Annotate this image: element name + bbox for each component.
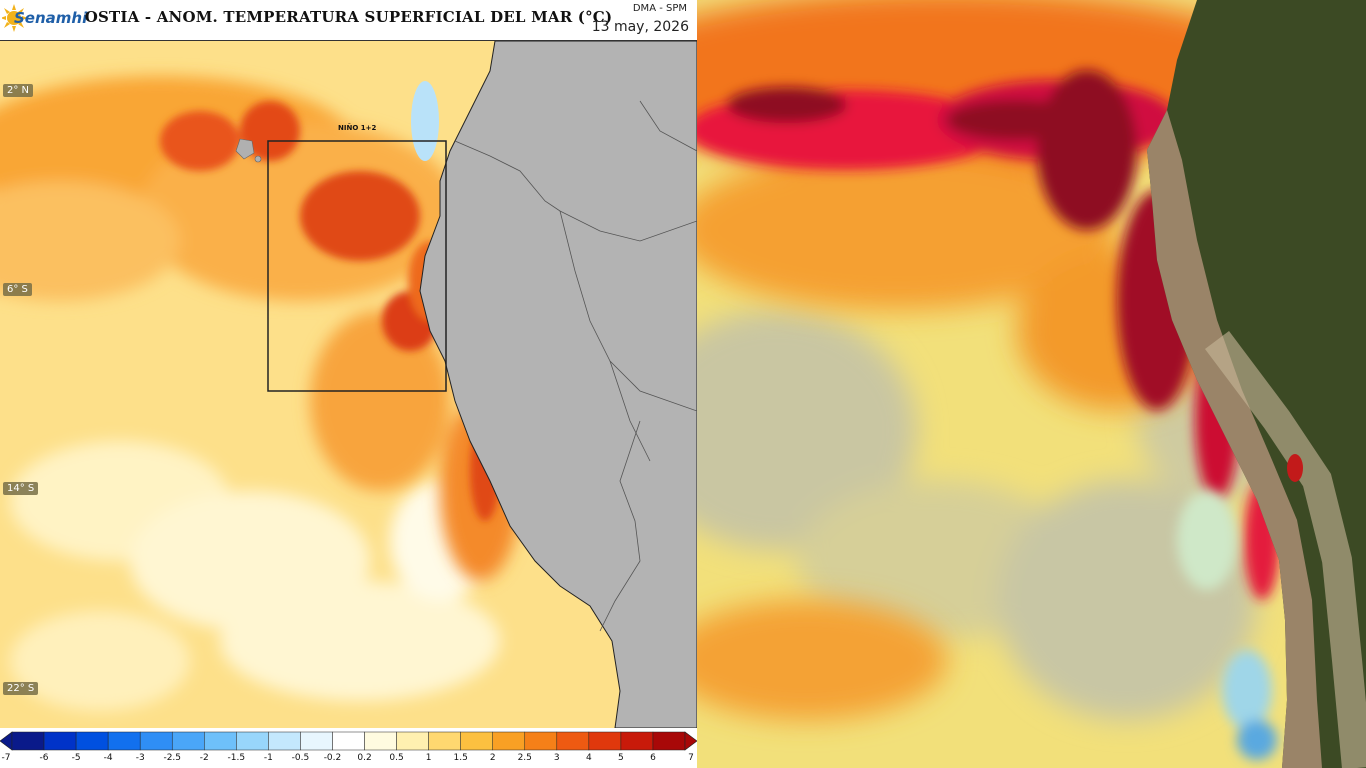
country-borders bbox=[454, 100, 697, 632]
colorbar-tick-label: -2 bbox=[199, 753, 209, 763]
colorbar-tick-label: 7 bbox=[688, 753, 694, 763]
colorbar-segment bbox=[107, 731, 141, 751]
sst-anomaly-panel: Senamhi OSTIA - ANOM. TEMPERATURA SUPERF… bbox=[0, 2, 697, 768]
colorbar-right-arrow bbox=[684, 731, 697, 751]
date-label: 13 may, 2026 bbox=[591, 19, 689, 35]
colorbar-segment bbox=[556, 731, 590, 751]
colorbar-tick-label: 3 bbox=[553, 753, 560, 763]
colorbar-segment bbox=[396, 731, 429, 751]
colorbar-ticks: -7 -6 -5 -4 -3 -2.5 -2 -1.5 -1 -0.5 -0.2 0.2 0.5 1 1.5… bbox=[0, 752, 697, 768]
lat-label-2n: 2° N bbox=[3, 84, 34, 97]
colorbar-segment bbox=[460, 731, 493, 751]
colorbar-tick-label: 0.2 bbox=[357, 753, 372, 763]
colorbar-segment bbox=[11, 731, 45, 751]
colorbar-tick-label: 4 bbox=[585, 753, 592, 763]
senamhi-logo: Senamhi bbox=[0, 2, 87, 38]
colorbar-tick-label: 1.5 bbox=[453, 753, 468, 763]
nino-region-box bbox=[267, 140, 447, 392]
colorbar-segment bbox=[332, 731, 365, 751]
colorbar-segment bbox=[236, 731, 269, 751]
colorbar-tick-label: 2.5 bbox=[517, 753, 532, 763]
colorbar-segment bbox=[268, 731, 301, 751]
south-america-land bbox=[419, 41, 697, 728]
colorbar-tick-label: -3 bbox=[135, 753, 145, 763]
colorbar-segment bbox=[652, 731, 686, 751]
coastal-desert bbox=[1147, 110, 1322, 768]
satellite-cool-patches bbox=[1177, 490, 1277, 760]
galapagos-islands bbox=[235, 138, 262, 163]
colorbar-segment bbox=[139, 731, 173, 751]
lat-label-14s: 14° S bbox=[3, 482, 39, 495]
colorbar-segment bbox=[428, 731, 461, 751]
colorbar-segment bbox=[620, 731, 654, 751]
colorbar-tick-label: -7 bbox=[1, 753, 11, 763]
colorbar-segment bbox=[300, 731, 333, 751]
andes-highlands bbox=[1205, 331, 1366, 768]
colorbar-segment bbox=[171, 731, 205, 751]
colorbar-segment bbox=[588, 731, 622, 751]
pale-anomaly-areas bbox=[10, 441, 500, 711]
colorbar-tick-label: -5 bbox=[71, 753, 81, 763]
colorbar-segment bbox=[364, 731, 397, 751]
colorbar-segment bbox=[204, 731, 237, 751]
colorbar-tick-label: 5 bbox=[618, 753, 624, 763]
colorbar-tick-label: -2.5 bbox=[163, 753, 182, 763]
colorbar-segment bbox=[43, 731, 77, 751]
logo-text: Senamhi bbox=[14, 9, 88, 27]
colorbar-tick-label: -0.5 bbox=[291, 753, 310, 763]
colorbar-tick-label: 2 bbox=[489, 753, 496, 763]
colorbar-tick-label: -1 bbox=[263, 753, 273, 763]
cool-patch bbox=[411, 81, 439, 161]
sun-icon bbox=[0, 4, 28, 32]
colorbar-tick-label: 0.5 bbox=[389, 753, 404, 763]
colorbar-left-arrow bbox=[0, 731, 13, 751]
colorbar-segment bbox=[524, 731, 558, 751]
colorbar-segment bbox=[75, 731, 109, 751]
anomaly-map bbox=[0, 40, 697, 728]
colorbar-tick-label: -6 bbox=[39, 753, 49, 763]
colorbar-tick-label: -4 bbox=[103, 753, 113, 763]
colorbar-tick-label: -0.2 bbox=[323, 753, 342, 763]
colorbar-tick-label: 6 bbox=[650, 753, 656, 763]
satellite-sst-panel bbox=[697, 0, 1366, 768]
colorbar-tick-label: 1 bbox=[425, 753, 432, 763]
lat-label-6s: 6° S bbox=[3, 283, 32, 296]
colorbar-tick-label: -1.5 bbox=[227, 753, 246, 763]
colorbar-segment bbox=[492, 731, 526, 751]
colorbar bbox=[0, 731, 697, 751]
nino-region-label: NIÑO 1+2 bbox=[338, 124, 377, 132]
source-label: DMA - SPM bbox=[632, 3, 687, 14]
map-title: OSTIA - ANOM. TEMPERATURA SUPERFICIAL DE… bbox=[84, 8, 613, 26]
lake-titicaca-marker bbox=[1287, 454, 1303, 482]
lat-label-22s: 22° S bbox=[3, 682, 39, 695]
